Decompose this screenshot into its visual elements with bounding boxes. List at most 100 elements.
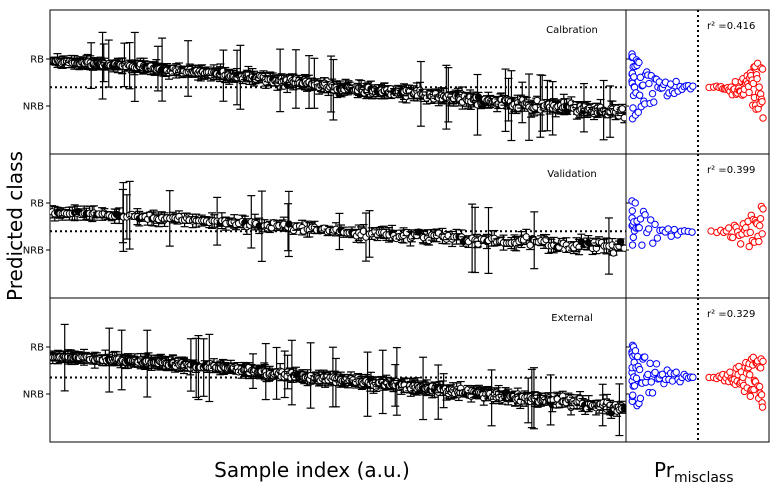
pr-point-below: [646, 359, 654, 368]
pr-point-below: [664, 225, 672, 233]
pr-point-below: [638, 241, 646, 249]
pr-point-below: [688, 228, 696, 236]
pr-point-above: [756, 214, 765, 223]
pr-point-below: [630, 382, 639, 390]
right-scatter-group: [628, 197, 767, 251]
pr-point-below: [649, 239, 657, 247]
pr-point-below: [672, 368, 680, 376]
left-scatter-group: [50, 31, 626, 142]
pr-point-below: [641, 211, 649, 219]
y-tick-label: RB: [30, 343, 44, 354]
pr-point-below: [635, 91, 644, 99]
pr-point-below: [636, 394, 645, 403]
pr-point-above: [728, 233, 737, 242]
pr-point-above: [746, 228, 754, 237]
pr-point-below: [629, 104, 637, 112]
pr-point-below: [645, 79, 653, 88]
panel-title: Validation: [547, 169, 596, 180]
pr-point-below: [648, 89, 657, 98]
panel-3: RB NRB External r² =0.329: [23, 297, 770, 443]
panel-1: RB NRB Calbration r² =0.416: [23, 9, 770, 155]
pr-point-above: [758, 65, 767, 73]
pr-point-above: [745, 242, 753, 251]
pr-point-above: [726, 368, 734, 376]
pr-point-above: [758, 97, 766, 106]
pr-point-above: [745, 88, 753, 97]
data-point: [620, 114, 626, 122]
data-point: [526, 241, 534, 249]
pr-point-above: [749, 79, 758, 88]
pr-point-below: [648, 389, 657, 397]
r2-value: 0.329: [727, 309, 756, 320]
pr-point-above: [724, 224, 733, 232]
left-axes-frame: [49, 297, 627, 443]
pr-point-below: [641, 353, 649, 361]
right-scatter-group: [628, 50, 767, 123]
left-scatter-group: [50, 323, 626, 437]
y-tick-label: NRB: [23, 246, 44, 257]
panel-title: External: [551, 313, 593, 324]
pr-point-below: [644, 370, 652, 379]
pr-point-below: [635, 224, 643, 232]
x-axis-label-right: Prmisclass: [654, 458, 734, 486]
panel-title: Calbration: [546, 25, 598, 36]
x-axis-label-right-main: Pr: [654, 458, 675, 482]
y-tick-label: NRB: [23, 102, 44, 113]
y-tick-label: NRB: [23, 390, 44, 401]
r2-label: r² =: [707, 165, 727, 176]
pr-point-below: [628, 207, 636, 215]
pr-point-below: [650, 98, 658, 106]
r2-value: 0.416: [727, 21, 756, 32]
pr-point-above: [759, 205, 767, 213]
pr-point-below: [647, 378, 655, 386]
pr-point-above: [755, 382, 764, 391]
pr-point-below: [632, 374, 641, 383]
pr-point-above: [759, 114, 767, 122]
right-scatter-group: [628, 341, 767, 411]
r2-value: 0.399: [727, 165, 756, 176]
pr-point-above: [755, 237, 763, 246]
pr-point-below: [651, 220, 659, 229]
x-axis-label-left: Sample index (a.u.): [214, 458, 410, 482]
pr-point-below: [689, 82, 697, 90]
r2-label: r² =: [707, 21, 727, 32]
pr-point-below: [634, 108, 642, 117]
y-tick-label: RB: [30, 199, 44, 210]
r2-annotation: r² =0.416: [707, 21, 755, 32]
pr-point-above: [755, 83, 763, 91]
y-axis-label: Predicted class: [3, 151, 27, 301]
x-axis-label-right-sub: misclass: [674, 470, 734, 486]
pr-point-below: [631, 199, 639, 207]
pr-point-above: [736, 240, 745, 248]
pr-point-above: [746, 371, 754, 379]
pr-point-above: [731, 77, 740, 86]
pr-point-below: [653, 234, 662, 242]
pr-point-above: [756, 364, 765, 372]
pr-point-below: [636, 215, 645, 223]
pr-point-below: [628, 241, 637, 249]
pr-point-below: [635, 58, 643, 67]
r2-annotation: r² =0.399: [707, 165, 755, 176]
data-point: [616, 237, 625, 246]
left-scatter-group: [50, 180, 626, 275]
pr-point-below: [636, 73, 645, 82]
pr-point-below: [689, 373, 697, 382]
pr-point-below: [652, 360, 661, 368]
panel-2: RB NRB Validation r² =0.399: [23, 153, 770, 299]
pr-point-above: [759, 357, 767, 366]
pr-point-below: [635, 365, 644, 374]
pr-point-below: [629, 391, 637, 399]
pr-point-below: [667, 232, 675, 240]
pr-point-above: [758, 230, 766, 238]
y-tick-label: RB: [30, 55, 44, 66]
data-point: [620, 404, 626, 413]
pr-point-below: [646, 216, 655, 224]
pr-point-below: [670, 225, 679, 234]
pr-point-above: [756, 221, 764, 230]
data-point: [618, 105, 626, 113]
pr-point-below: [639, 81, 647, 89]
pr-point-above: [753, 75, 761, 83]
data-point: [620, 244, 626, 252]
